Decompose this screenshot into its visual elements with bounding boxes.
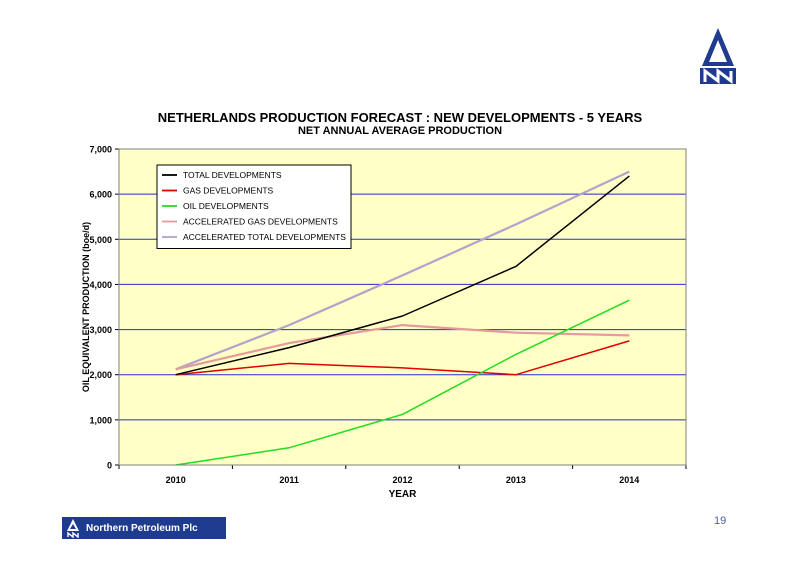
plot-border xyxy=(118,148,687,466)
x-tick-label: 2013 xyxy=(506,475,526,485)
series-line-2 xyxy=(175,299,630,466)
y-axis-label: OIL EQUIVALENT PRODUCTION (boe/d) xyxy=(81,222,91,392)
series-line-3 xyxy=(175,324,630,371)
series-line-4 xyxy=(175,170,630,371)
legend-label: TOTAL DEVELOPMENTS xyxy=(183,170,282,180)
northern-petroleum-logo-icon xyxy=(700,28,736,85)
y-tick-label: 4,000 xyxy=(89,280,112,290)
x-tick-label: 2014 xyxy=(619,475,639,485)
legend-label: ACCELERATED GAS DEVELOPMENTS xyxy=(183,217,338,227)
legend-label: GAS DEVELOPMENTS xyxy=(183,186,274,196)
x-tick-label: 2012 xyxy=(392,475,412,485)
y-tick-label: 5,000 xyxy=(89,235,112,245)
axis-ticks: 0 1,000 2,000 3,000 4,000 5,000 6,000 7,000 2010… xyxy=(89,145,687,485)
chart-title: NETHERLANDS PRODUCTION FORECAST : NEW DE… xyxy=(157,110,643,125)
y-tick-label: 0 xyxy=(107,461,112,471)
brand-footer-logo: Northern Petroleum Plc xyxy=(62,517,226,539)
page-number: 19 xyxy=(714,515,727,527)
x-tick-label: 2011 xyxy=(279,475,299,485)
northern-petroleum-small-icon xyxy=(67,519,79,538)
legend-box xyxy=(156,164,352,249)
y-tick-label: 7,000 xyxy=(89,145,112,155)
legend-label: ACCELERATED TOTAL DEVELOPMENTS xyxy=(183,232,346,242)
chart-subtitle: NET ANNUAL AVERAGE PRODUCTION xyxy=(297,125,503,137)
x-axis-label: YEAR xyxy=(389,489,418,500)
legend-label: OIL DEVELOPMENTS xyxy=(183,201,269,211)
y-tick-label: 2,000 xyxy=(89,370,112,380)
x-tick-label: 2010 xyxy=(166,475,186,485)
chart-legend: TOTAL DEVELOPMENTS GAS DEVELOPMENTS OIL DE… xyxy=(156,164,352,249)
y-tick-label: 3,000 xyxy=(89,325,112,335)
y-tick-label: 6,000 xyxy=(89,190,112,200)
brand-name: Northern Petroleum Plc xyxy=(86,522,198,534)
y-tick-label: 1,000 xyxy=(89,415,112,425)
series-lines xyxy=(175,170,630,466)
series-line-1 xyxy=(175,340,630,376)
series-line-0 xyxy=(175,175,630,376)
